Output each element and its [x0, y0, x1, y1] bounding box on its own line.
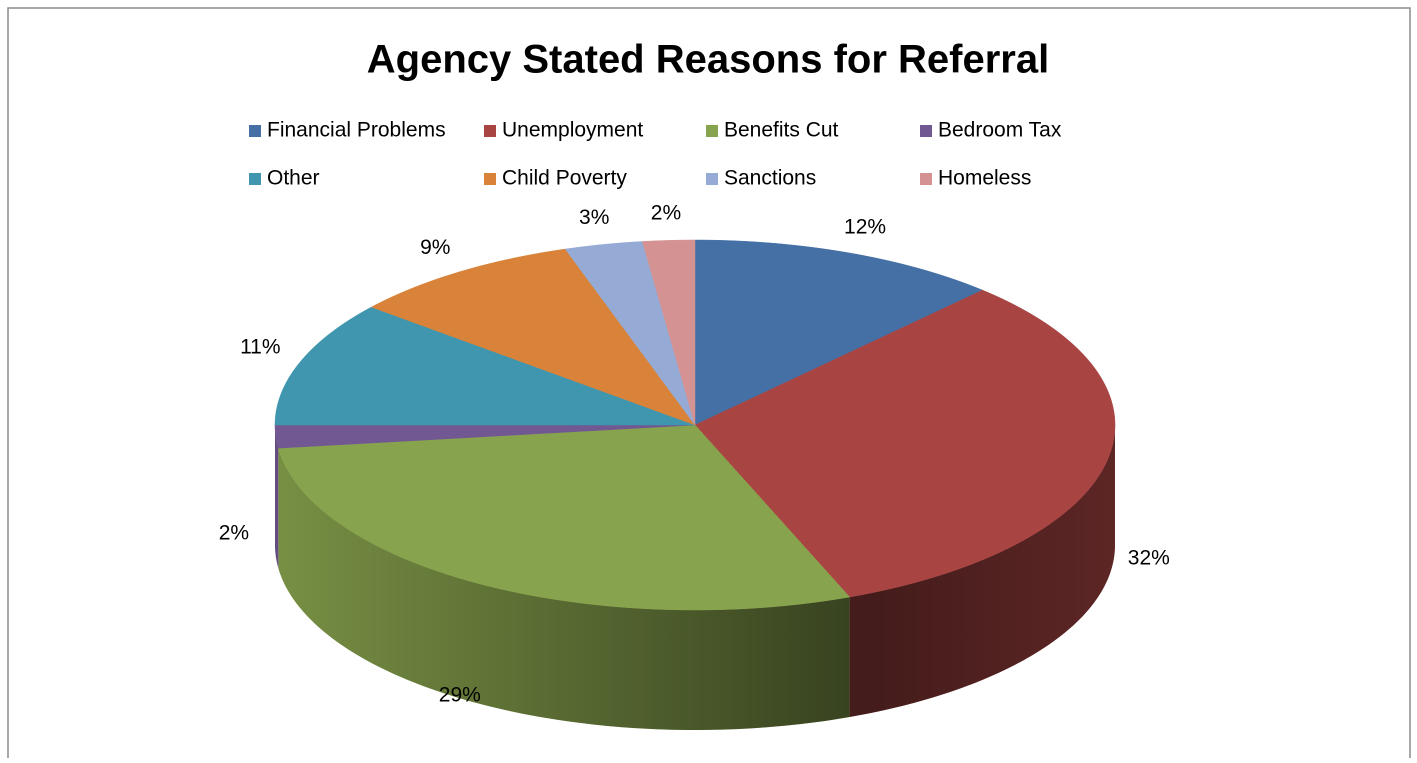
slice-side-shade	[278, 448, 850, 730]
chart-border	[7, 7, 1411, 758]
data-label: 11%	[240, 336, 280, 359]
data-label: 29%	[439, 684, 481, 707]
legend-label: Other	[267, 167, 320, 190]
data-label: 2%	[651, 201, 681, 224]
slice-side-shade	[275, 425, 279, 569]
legend-label: Homeless	[938, 167, 1031, 190]
chart-title: Agency Stated Reasons for Referral	[367, 38, 1049, 82]
data-label: 32%	[1128, 547, 1170, 570]
legend-swatch	[249, 125, 261, 137]
slice	[694, 289, 1116, 598]
slice	[694, 239, 984, 426]
slice	[274, 424, 696, 449]
slice	[370, 248, 696, 426]
data-label: 2%	[219, 521, 249, 544]
legend-label: Unemployment	[502, 119, 643, 142]
slice	[642, 239, 696, 426]
slice	[277, 424, 851, 611]
legend-swatch	[706, 125, 718, 137]
legend-label: Bedroom Tax	[938, 119, 1062, 142]
legend-label: Sanctions	[724, 167, 816, 190]
legend-swatch	[484, 173, 496, 185]
data-label: 9%	[420, 236, 450, 259]
slice	[564, 241, 696, 426]
legend-swatch	[920, 173, 932, 185]
legend-swatch	[484, 125, 496, 137]
slice	[274, 306, 696, 426]
data-label: 12%	[844, 215, 886, 238]
legend-label: Financial Problems	[267, 119, 446, 142]
legend-swatch	[920, 125, 932, 137]
legend-swatch	[249, 173, 261, 185]
legend-label: Child Poverty	[502, 167, 627, 190]
data-label: 3%	[579, 206, 609, 229]
slice-side-shade	[849, 425, 1115, 718]
legend-swatch	[706, 173, 718, 185]
legend-label: Benefits Cut	[724, 119, 839, 142]
